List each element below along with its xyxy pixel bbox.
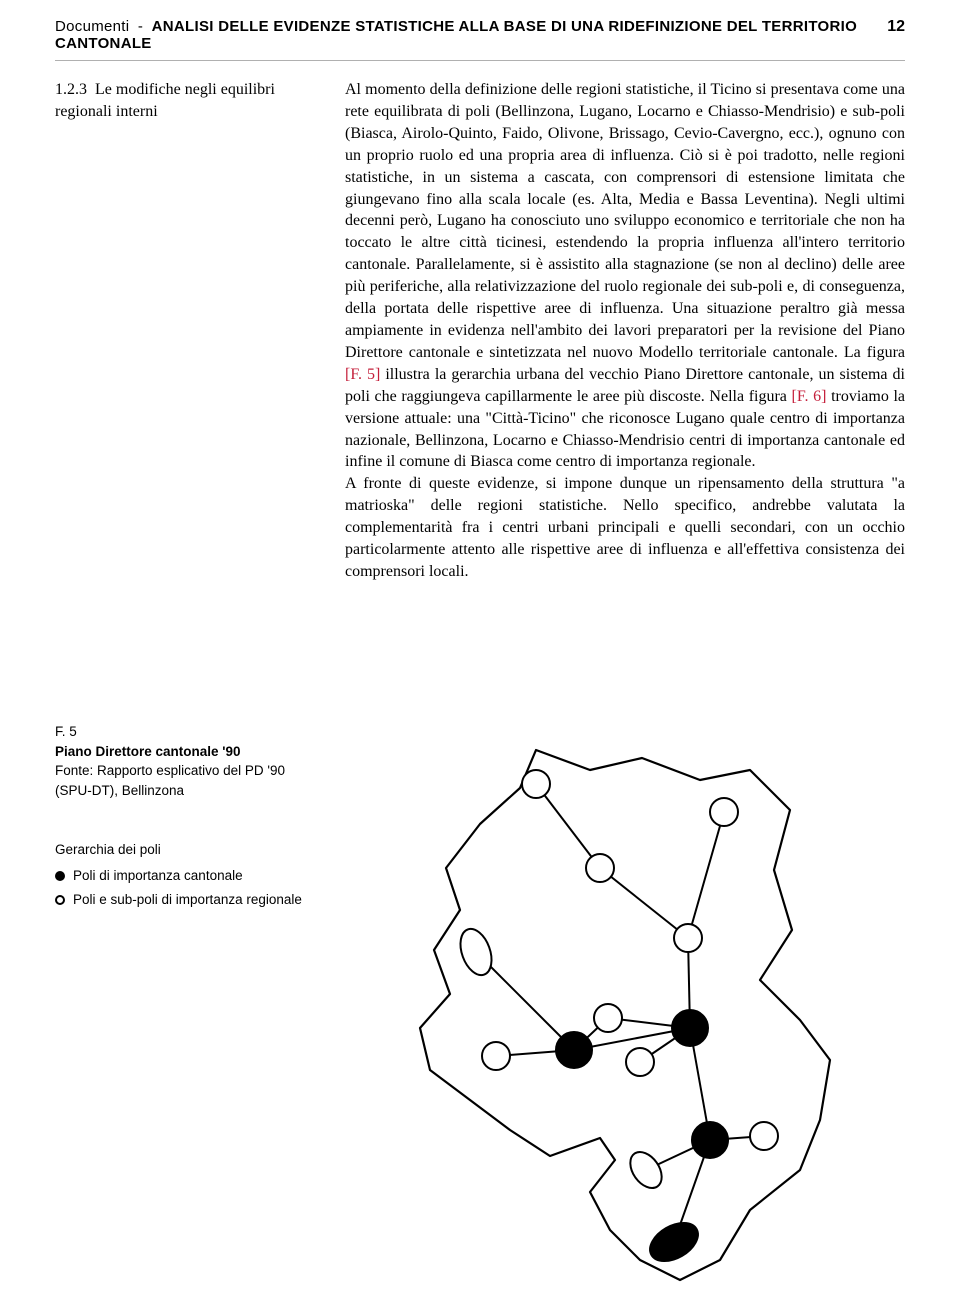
body-paragraph-1: Al momento della definizione delle regio… — [345, 79, 905, 473]
section-number: 1.2.3 — [55, 81, 87, 98]
body-p1a: Al momento della definizione delle regio… — [345, 81, 905, 361]
figure-ref-6: [F. 6] — [792, 388, 827, 405]
header-title: ANALISI DELLE EVIDENZE STATISTICHE ALLA … — [55, 18, 857, 52]
figure-caption: F. 5 Piano Direttore cantonale '90 Fonte… — [55, 722, 315, 800]
legend-item-regionale: Poli e sub-poli di importanza regionale — [55, 888, 315, 912]
page-header: Documenti - ANALISI DELLE EVIDENZE STATI… — [55, 18, 905, 61]
legend-text-1: Poli di importanza cantonale — [73, 864, 243, 888]
legend-text-2: Poli e sub-poli di importanza regionale — [73, 888, 302, 912]
section-heading-text: Le modifiche negli equilibri regionali i… — [55, 81, 275, 120]
figure-ref-5: [F. 5] — [345, 366, 380, 383]
figure-source-2: (SPU-DT), Bellinzona — [55, 781, 315, 801]
open-circle-icon — [55, 895, 65, 905]
figure-label: F. 5 — [55, 722, 315, 742]
header-separator: - — [133, 18, 147, 35]
figure-source-1: Fonte: Rapporto esplicativo del PD '90 — [55, 761, 315, 781]
legend-item-cantonale: Poli di importanza cantonale — [55, 864, 315, 888]
header-title-block: Documenti - ANALISI DELLE EVIDENZE STATI… — [55, 18, 887, 52]
page-number: 12 — [887, 18, 905, 36]
map-figure — [345, 740, 905, 1290]
section-heading-block: 1.2.3 Le modifiche negli equilibri regio… — [55, 79, 315, 122]
legend: Gerarchia dei poli Poli di importanza ca… — [55, 838, 315, 911]
legend-header: Gerarchia dei poli — [55, 838, 315, 862]
map-svg — [345, 740, 905, 1290]
filled-circle-icon — [55, 871, 65, 881]
left-column: 1.2.3 Le modifiche negli equilibri regio… — [55, 79, 315, 911]
doc-label: Documenti — [55, 18, 129, 35]
figure-title: Piano Direttore cantonale '90 — [55, 742, 315, 762]
body-paragraph-2: A fronte di queste evidenze, si impone d… — [345, 473, 905, 583]
